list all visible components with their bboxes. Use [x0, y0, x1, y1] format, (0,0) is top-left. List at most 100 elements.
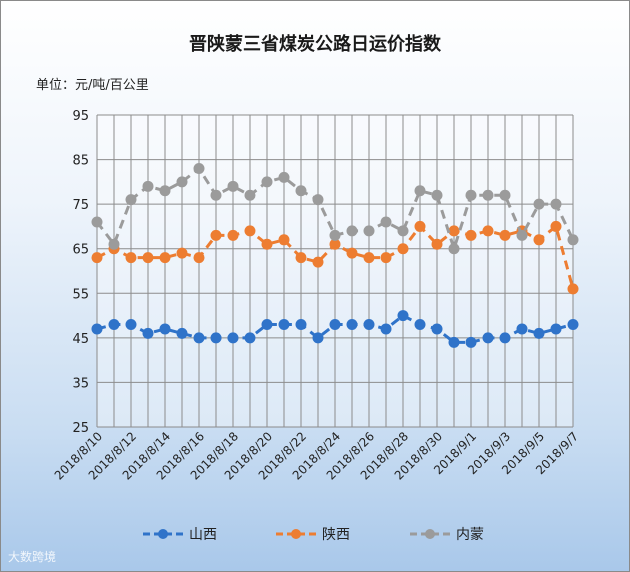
- data-point-series-2: [448, 243, 460, 255]
- data-point-series-2: [482, 189, 494, 201]
- data-point-series-0: [380, 323, 392, 335]
- data-point-series-2: [414, 185, 426, 197]
- data-point-series-1: [312, 256, 324, 268]
- data-point-series-2: [91, 216, 103, 228]
- data-point-series-0: [91, 323, 103, 335]
- data-point-series-0: [550, 323, 562, 335]
- data-point-series-0: [210, 332, 222, 344]
- y-tick-label: 45: [72, 332, 89, 347]
- data-point-series-2: [142, 180, 154, 192]
- data-point-series-1: [431, 238, 443, 250]
- unit-label: 单位：元/吨/百公里: [36, 78, 149, 93]
- data-point-series-2: [329, 229, 341, 241]
- data-point-series-0: [499, 332, 511, 344]
- data-point-series-0: [448, 336, 460, 348]
- data-point-series-0: [533, 327, 545, 339]
- y-tick-label: 25: [72, 421, 89, 436]
- data-point-series-1: [397, 243, 409, 255]
- data-point-series-1: [159, 252, 171, 264]
- data-point-series-2: [397, 225, 409, 237]
- line-chart: 25354555657585952018/8/102018/8/122018/8…: [52, 109, 581, 483]
- data-point-series-1: [346, 247, 358, 259]
- y-tick-label: 85: [72, 154, 89, 169]
- data-point-series-0: [516, 323, 528, 335]
- data-point-series-1: [210, 229, 222, 241]
- data-point-series-2: [465, 189, 477, 201]
- data-point-series-2: [431, 189, 443, 201]
- data-point-series-1: [380, 252, 392, 264]
- y-tick-label: 65: [72, 243, 89, 258]
- data-point-series-1: [176, 247, 188, 259]
- data-point-series-1: [465, 229, 477, 241]
- data-point-series-0: [312, 332, 324, 344]
- data-point-series-1: [193, 252, 205, 264]
- legend-label-neimeng: 内蒙: [456, 527, 484, 543]
- legend-item-shanxi: 山西: [143, 522, 217, 546]
- data-point-series-1: [482, 225, 494, 237]
- data-point-series-2: [193, 162, 205, 174]
- y-tick-label: 35: [72, 376, 89, 391]
- data-point-series-1: [125, 252, 137, 264]
- data-point-series-0: [227, 332, 239, 344]
- data-point-series-0: [465, 336, 477, 348]
- data-point-series-2: [567, 234, 579, 246]
- data-point-series-0: [346, 318, 358, 330]
- y-tick-label: 95: [72, 109, 89, 124]
- data-point-series-2: [278, 171, 290, 183]
- data-point-series-1: [499, 229, 511, 241]
- data-point-series-1: [550, 220, 562, 232]
- data-point-series-0: [244, 332, 256, 344]
- data-point-series-2: [363, 225, 375, 237]
- data-point-series-2: [550, 198, 562, 210]
- data-point-series-0: [431, 323, 443, 335]
- y-tick-label: 75: [72, 198, 89, 213]
- data-point-series-1: [227, 229, 239, 241]
- data-point-series-2: [159, 185, 171, 197]
- data-point-series-0: [295, 318, 307, 330]
- watermark: 大数跨境: [8, 550, 57, 564]
- data-point-series-2: [210, 189, 222, 201]
- data-point-series-0: [397, 310, 409, 322]
- data-point-series-1: [295, 252, 307, 264]
- legend-item-neimeng: 内蒙: [410, 522, 484, 546]
- y-tick-label: 55: [72, 287, 89, 302]
- data-point-series-2: [261, 176, 273, 188]
- data-point-series-0: [125, 318, 137, 330]
- data-point-series-0: [176, 327, 188, 339]
- chart-title: 晋陕蒙三省煤炭公路日运价指数: [189, 34, 441, 55]
- data-point-series-2: [380, 216, 392, 228]
- data-point-series-1: [261, 238, 273, 250]
- data-point-series-1: [414, 220, 426, 232]
- data-point-series-0: [193, 332, 205, 344]
- data-point-series-0: [482, 332, 494, 344]
- data-point-series-2: [346, 225, 358, 237]
- data-point-series-2: [244, 189, 256, 201]
- legend-label-shanxi: 山西: [189, 527, 217, 543]
- data-point-series-0: [142, 327, 154, 339]
- data-point-series-1: [142, 252, 154, 264]
- data-point-series-0: [278, 318, 290, 330]
- legend-marker-shanxi: [143, 529, 183, 539]
- data-point-series-1: [278, 234, 290, 246]
- data-point-series-1: [91, 252, 103, 264]
- data-point-series-1: [567, 283, 579, 295]
- data-point-series-0: [567, 318, 579, 330]
- data-point-series-2: [312, 194, 324, 206]
- data-point-series-2: [108, 238, 120, 250]
- data-point-series-2: [499, 189, 511, 201]
- data-point-series-1: [329, 238, 341, 250]
- data-point-series-0: [329, 318, 341, 330]
- data-point-series-2: [295, 185, 307, 197]
- data-point-series-2: [227, 180, 239, 192]
- legend-marker-shaanxi: [276, 529, 316, 539]
- legend: 山西 陕西 内蒙: [0, 522, 630, 546]
- data-point-series-0: [261, 318, 273, 330]
- data-point-series-1: [244, 225, 256, 237]
- data-point-series-1: [363, 252, 375, 264]
- legend-label-shaanxi: 陕西: [322, 527, 350, 543]
- data-point-series-0: [159, 323, 171, 335]
- data-point-series-2: [176, 176, 188, 188]
- data-point-series-1: [533, 234, 545, 246]
- data-point-series-0: [108, 318, 120, 330]
